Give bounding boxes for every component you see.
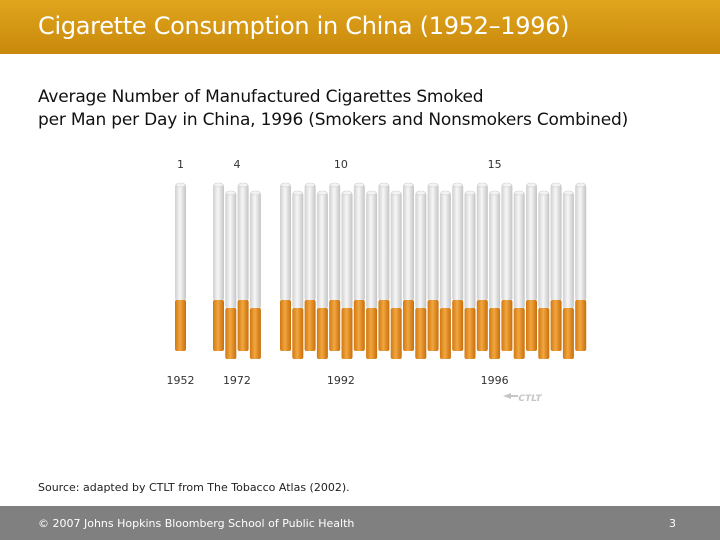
footer-bar: © 2007 Johns Hopkins Bloomberg School of… <box>0 506 720 540</box>
cigarette-1996-10 <box>439 190 451 359</box>
source-note: Source: adapted by CTLT from The Tobacco… <box>38 481 350 494</box>
cigarette-1972-3 <box>225 190 237 359</box>
cigarette-1996-4 <box>476 182 488 351</box>
cigarette-1996-8 <box>575 182 587 351</box>
ctlt-logo-icon <box>503 393 518 399</box>
cigarette-1996-7 <box>550 182 562 351</box>
cigarette-1992-9 <box>366 190 378 359</box>
cigarette-1992-8 <box>341 190 353 359</box>
copyright-text: © 2007 Johns Hopkins Bloomberg School of… <box>38 517 355 530</box>
year-label-1992: 1992 <box>327 374 355 387</box>
ctlt-watermark: CTLT <box>518 394 542 404</box>
cigarette-1996-5 <box>501 182 513 351</box>
year-label-1972: 1972 <box>223 374 251 387</box>
cigarette-1992-1 <box>280 182 291 351</box>
cigarette-1992-6 <box>292 190 304 359</box>
value-label-1972: 4 <box>233 158 240 171</box>
value-label-1952: 1 <box>177 158 184 171</box>
cigarette-1972-2 <box>237 182 249 351</box>
cigarette-1996-15 <box>562 190 574 359</box>
chart-title: Average Number of Manufactured Cigarette… <box>38 86 698 132</box>
cigarette-1992-3 <box>329 182 341 351</box>
cigarette-1992-7 <box>316 190 328 359</box>
cigarette-1996-11 <box>464 190 476 359</box>
year-label-1952: 1952 <box>167 374 195 387</box>
cigarette-1996-13 <box>513 190 525 359</box>
chart-title-line-2: per Man per Day in China, 1996 (Smokers … <box>38 110 629 130</box>
cigarette-1992-10 <box>390 190 402 359</box>
title-bar: Cigarette Consumption in China (1952–199… <box>0 0 720 54</box>
year-label-1996: 1996 <box>481 374 509 387</box>
page-number: 3 <box>669 517 676 530</box>
cigarette-1996-12 <box>489 190 501 359</box>
chart-title-line-1: Average Number of Manufactured Cigarette… <box>38 87 484 107</box>
value-label-1992: 10 <box>334 158 348 171</box>
cigarette-1992-5 <box>378 182 390 351</box>
cigarette-1996-14 <box>538 190 550 359</box>
cigarette-1996-9 <box>415 190 427 359</box>
slide-title: Cigarette Consumption in China (1952–199… <box>38 12 570 40</box>
cigarette-1996-2 <box>427 182 439 351</box>
cigarette-1972-1 <box>213 182 224 351</box>
cigarette-1996-3 <box>452 182 464 351</box>
cigarette-1952-1 <box>175 182 186 351</box>
cigarette-1996-6 <box>526 182 537 351</box>
cigarette-1992-4 <box>353 182 365 351</box>
cigarette-1996-1 <box>403 182 414 351</box>
cigarette-1992-2 <box>304 182 316 351</box>
cigarette-1972-4 <box>249 190 261 359</box>
value-label-1996: 15 <box>488 158 502 171</box>
